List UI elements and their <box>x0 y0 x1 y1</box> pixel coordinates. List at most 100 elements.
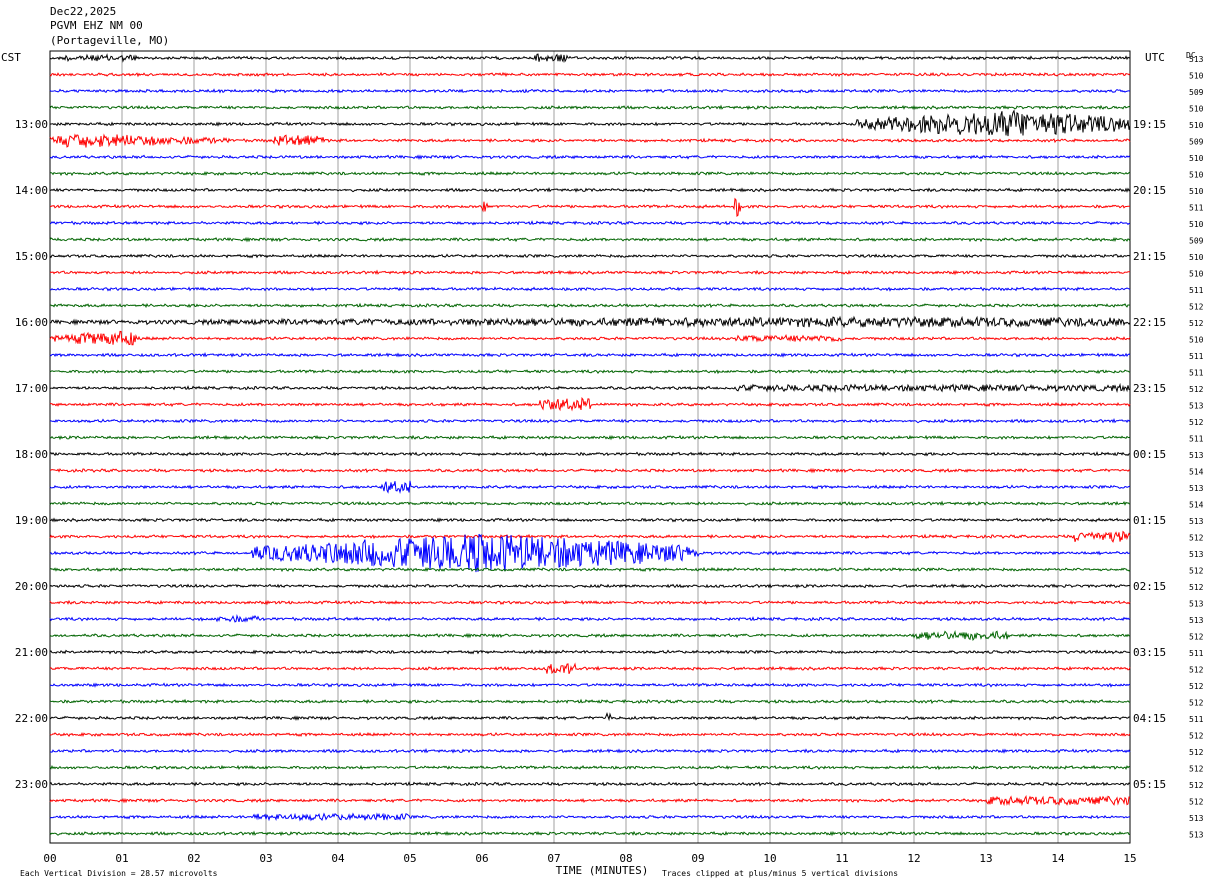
cst-hour-label: 19:00 <box>15 514 48 527</box>
dc-value-label: 512 <box>1189 418 1204 427</box>
seismic-trace <box>49 286 1131 292</box>
seismic-trace <box>49 599 1131 606</box>
x-tick-label: 07 <box>547 852 560 865</box>
dc-value-label: 512 <box>1189 781 1204 790</box>
dc-value-label: 512 <box>1189 666 1204 675</box>
dc-value-label: 512 <box>1189 303 1204 312</box>
dc-value-label: 513 <box>1189 550 1204 559</box>
seismic-trace <box>49 154 1131 160</box>
utc-hour-label: 19:15 <box>1133 118 1166 131</box>
seismic-trace <box>49 302 1131 309</box>
dc-value-label: 511 <box>1189 715 1204 724</box>
dc-value-label: 512 <box>1189 567 1204 576</box>
utc-hour-label: 23:15 <box>1133 382 1166 395</box>
cst-hour-label: 21:00 <box>15 646 48 659</box>
x-tick-label: 04 <box>331 852 345 865</box>
dc-value-label: 510 <box>1189 105 1204 114</box>
dc-value-label: 513 <box>1189 55 1204 64</box>
utc-hour-label: 20:15 <box>1133 184 1166 197</box>
dc-value-label: 512 <box>1189 385 1204 394</box>
seismic-trace <box>49 220 1131 226</box>
seismic-trace <box>50 748 1131 754</box>
dc-value-label: 510 <box>1189 187 1204 196</box>
cst-hour-label: 18:00 <box>15 448 48 461</box>
x-tick-label: 00 <box>43 852 56 865</box>
dc-value-label: 512 <box>1189 633 1204 642</box>
dc-value-label: 511 <box>1189 435 1204 444</box>
utc-hour-label: 01:15 <box>1133 514 1166 527</box>
utc-hour-label: 05:15 <box>1133 778 1166 791</box>
seismic-trace <box>49 71 1131 78</box>
dc-value-label: 509 <box>1189 138 1204 147</box>
seismic-trace <box>49 662 1131 675</box>
x-tick-label: 11 <box>835 852 848 865</box>
seismic-trace <box>50 315 1131 329</box>
seismic-trace <box>49 614 1131 623</box>
dc-value-label: 511 <box>1189 649 1204 658</box>
utc-label: UTC <box>1145 51 1165 64</box>
x-tick-label: 05 <box>403 852 416 865</box>
cst-hour-label: 17:00 <box>15 382 48 395</box>
seismic-trace <box>49 781 1131 787</box>
x-axis-label: TIME (MINUTES) <box>556 864 649 877</box>
dc-value-label: 513 <box>1189 484 1204 493</box>
dc-value-label: 511 <box>1189 286 1204 295</box>
cst-hour-label: 16:00 <box>15 316 48 329</box>
dc-value-label: 510 <box>1189 121 1204 130</box>
seismic-trace <box>49 418 1131 424</box>
dc-value-label: 512 <box>1189 765 1204 774</box>
dc-value-label: 512 <box>1189 583 1204 592</box>
dc-value-label: 509 <box>1189 237 1204 246</box>
dc-value-label: 512 <box>1189 699 1204 708</box>
dc-value-label: 513 <box>1189 517 1204 526</box>
seismic-trace <box>49 795 1131 807</box>
dc-value-label: 510 <box>1189 270 1204 279</box>
dc-value-label: 513 <box>1189 831 1204 840</box>
seismic-trace <box>49 812 1130 822</box>
utc-hour-label: 02:15 <box>1133 580 1166 593</box>
utc-hour-label: 22:15 <box>1133 316 1166 329</box>
dc-value-label: 511 <box>1189 204 1204 213</box>
dc-header-label: DC <box>1186 51 1196 60</box>
seismic-trace <box>49 53 1131 63</box>
dc-value-label: 513 <box>1189 616 1204 625</box>
seismic-trace <box>49 368 1131 375</box>
dc-value-label: 512 <box>1189 732 1204 741</box>
seismic-trace <box>49 682 1131 688</box>
dc-value-label: 511 <box>1189 369 1204 378</box>
x-tick-label: 06 <box>475 852 488 865</box>
seismic-trace <box>49 480 1131 494</box>
seismic-trace <box>49 434 1131 441</box>
x-tick-label: 02 <box>187 852 200 865</box>
seismic-trace <box>50 382 1131 394</box>
seismic-trace <box>49 698 1131 705</box>
seismic-trace <box>49 467 1131 474</box>
date-title: Dec22,2025 <box>50 5 117 18</box>
cst-hour-label: 15:00 <box>15 250 48 263</box>
dc-value-label: 509 <box>1189 88 1204 97</box>
x-tick-label: 08 <box>619 852 632 865</box>
dc-value-label: 513 <box>1189 402 1204 411</box>
dc-value-label: 510 <box>1189 253 1204 262</box>
seismic-trace <box>49 629 1131 642</box>
plot-frame <box>49 50 1131 844</box>
dc-value-label: 510 <box>1189 336 1204 345</box>
station-title: PGVM EHZ NM 00 <box>50 19 143 32</box>
x-tick-label: 01 <box>115 852 128 865</box>
utc-hour-label: 03:15 <box>1133 646 1166 659</box>
seismic-trace <box>49 764 1131 771</box>
cst-label: CST <box>1 51 21 64</box>
seismic-trace <box>49 830 1131 837</box>
location-title: (Portageville, MO) <box>50 34 170 47</box>
seismic-trace <box>49 133 1131 148</box>
dc-value-label: 510 <box>1189 154 1204 163</box>
seismic-trace <box>49 530 1131 543</box>
utc-hour-label: 00:15 <box>1133 448 1166 461</box>
x-tick-label: 14 <box>1051 852 1065 865</box>
seismic-trace <box>49 566 1131 573</box>
x-tick-label: 09 <box>691 852 704 865</box>
seismic-trace <box>49 649 1131 655</box>
x-tick-label: 10 <box>763 852 776 865</box>
utc-hour-label: 21:15 <box>1133 250 1166 263</box>
